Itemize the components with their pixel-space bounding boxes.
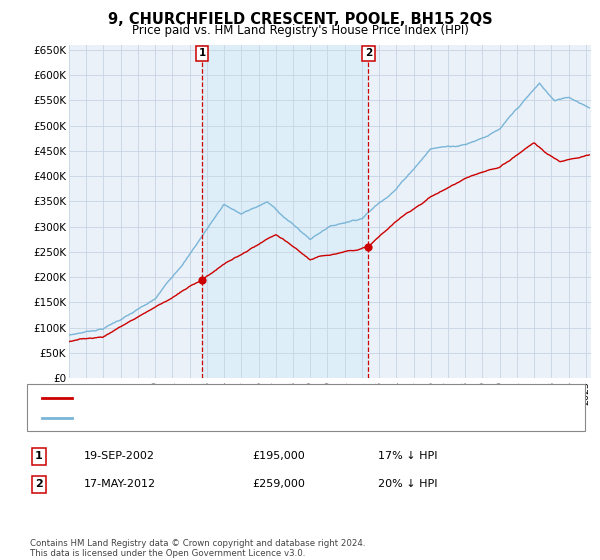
Text: 19-SEP-2002: 19-SEP-2002	[84, 451, 155, 461]
Point	[364, 243, 373, 252]
Text: £195,000: £195,000	[252, 451, 305, 461]
Text: 17-MAY-2012: 17-MAY-2012	[84, 479, 156, 489]
Text: HPI: Average price, detached house, Bournemouth Christchurch and Poole: HPI: Average price, detached house, Bour…	[78, 413, 466, 423]
Bar	[202, 45, 368, 378]
Text: 1: 1	[35, 451, 43, 461]
Point	[197, 275, 207, 284]
Text: 2: 2	[365, 48, 372, 58]
Text: 17% ↓ HPI: 17% ↓ HPI	[378, 451, 437, 461]
Text: Contains HM Land Registry data © Crown copyright and database right 2024.
This d: Contains HM Land Registry data © Crown c…	[30, 539, 365, 558]
Text: Price paid vs. HM Land Registry's House Price Index (HPI): Price paid vs. HM Land Registry's House …	[131, 24, 469, 37]
Text: 9, CHURCHFIELD CRESCENT, POOLE, BH15 2QS: 9, CHURCHFIELD CRESCENT, POOLE, BH15 2QS	[107, 12, 493, 27]
Text: £259,000: £259,000	[252, 479, 305, 489]
Text: 9, CHURCHFIELD CRESCENT, POOLE, BH15 2QS (detached house): 9, CHURCHFIELD CRESCENT, POOLE, BH15 2QS…	[78, 393, 419, 403]
Text: 1: 1	[199, 48, 206, 58]
Text: 2: 2	[35, 479, 43, 489]
Text: 20% ↓ HPI: 20% ↓ HPI	[378, 479, 437, 489]
